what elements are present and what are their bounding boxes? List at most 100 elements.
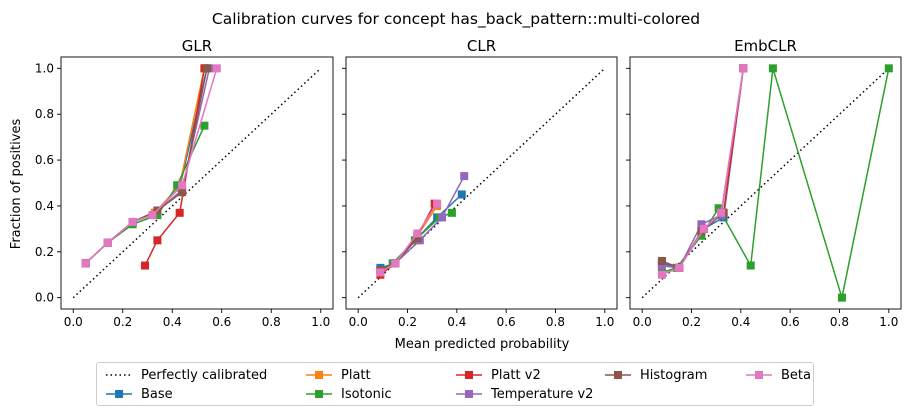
x-tick-label: 1.0: [879, 315, 898, 329]
legend-item-base: Base: [105, 385, 173, 403]
legend: Perfectly calibrated Base Platt Isotonic Pla…: [96, 362, 814, 406]
figure-title: Calibration curves for concept has_back_…: [212, 10, 700, 29]
series-temperature-v2: [657, 64, 748, 272]
panel-title: CLR: [467, 37, 496, 55]
data-point: [457, 190, 466, 199]
data-point: [675, 263, 684, 272]
series-temperature-v2: [81, 64, 214, 268]
x-tick-label: 0.4: [163, 315, 182, 329]
legend-swatch: [456, 371, 482, 379]
data-point: [202, 64, 211, 73]
data-point: [460, 172, 469, 181]
x-tick-label: 0.0: [349, 315, 368, 329]
data-point: [717, 208, 726, 217]
x-tick-label: 1.0: [311, 315, 330, 329]
legend-item-platt-v2: Platt v2: [455, 366, 541, 384]
legend-swatch: [106, 390, 132, 398]
data-point: [657, 270, 666, 279]
x-tick-label: 0.8: [262, 315, 281, 329]
data-point: [433, 199, 442, 208]
y-tick-label: 1.0: [35, 61, 54, 75]
calibration-figure: Calibration curves for concept has_back_…: [9, 10, 902, 352]
data-point: [884, 64, 893, 73]
data-point: [746, 261, 755, 270]
data-point: [148, 211, 157, 220]
panel-glr: GLR 0.0 0.2 0.4 0.6 0.8 1.0 0.0 0.2 0.4 0.6 0.8 1.0: [35, 37, 334, 329]
data-point: [714, 204, 723, 213]
legend-swatch: [306, 390, 332, 398]
y-tick-label: 0.4: [35, 199, 54, 213]
x-tick-label: 0.4: [447, 315, 466, 329]
data-point: [697, 220, 706, 229]
x-tick-label: 0.2: [113, 315, 132, 329]
x-tick-label: 0.6: [781, 315, 800, 329]
series-line: [85, 68, 218, 264]
series-line: [661, 68, 745, 276]
x-tick-label: 0.2: [398, 315, 417, 329]
data-point: [175, 208, 184, 217]
data-point: [391, 259, 400, 268]
legend-item-beta: Beta: [745, 366, 811, 384]
legend-item-isotonic: Isotonic: [305, 385, 392, 403]
data-point: [173, 181, 182, 190]
data-point: [697, 231, 706, 240]
legend-swatch: [746, 371, 772, 379]
x-tick-label: 0.6: [212, 315, 231, 329]
legend-swatch: [306, 371, 332, 379]
legend-item-platt: Platt: [305, 366, 371, 384]
series-beta: [376, 199, 442, 277]
data-point: [699, 224, 708, 233]
series-line: [380, 203, 438, 274]
x-tick-label: 0.4: [731, 315, 750, 329]
series-isotonic: [657, 64, 893, 302]
series-beta: [657, 64, 748, 279]
data-point: [103, 238, 112, 247]
data-point: [657, 256, 666, 265]
data-point: [178, 188, 187, 197]
series-base: [657, 64, 748, 272]
legend-label: Isotonic: [341, 386, 392, 402]
legend-label: Beta: [781, 367, 811, 383]
data-point: [438, 213, 447, 222]
series-line: [661, 68, 890, 298]
data-point: [739, 64, 748, 73]
panel-embclr: EmbCLR 0.0 0.2 0.4 0.6 0.8 1.0: [626, 37, 902, 329]
series-histogram: [81, 64, 211, 268]
data-point: [200, 121, 209, 130]
panel-title: EmbCLR: [734, 37, 797, 55]
x-tick-label: 0.2: [682, 315, 701, 329]
series-histogram: [376, 234, 422, 275]
x-tick-label: 0.6: [497, 315, 516, 329]
perfect-calibration-line: [641, 67, 890, 299]
legend-swatch: [106, 374, 132, 376]
data-point: [413, 229, 422, 238]
y-tick-label: 0.2: [35, 245, 54, 259]
y-axis-label: Fraction of positives: [9, 119, 24, 250]
x-tick-label: 0.0: [633, 315, 652, 329]
panel-clr: CLR 0.0 0.2 0.4 0.6 0.8 1.0: [342, 37, 618, 329]
series-line: [380, 175, 465, 271]
series-beta: [81, 64, 221, 268]
x-axis-label: Mean predicted probability: [395, 337, 570, 352]
data-point: [141, 261, 150, 270]
data-point: [81, 259, 90, 268]
legend-swatch: [605, 371, 631, 379]
legend-label: Temperature v2: [491, 386, 594, 402]
data-point: [768, 64, 777, 73]
y-tick-label: 0.8: [35, 107, 54, 121]
legend-item-perfectly-calibrated: Perfectly calibrated: [105, 366, 267, 384]
data-point: [837, 293, 846, 302]
legend-item-histogram: Histogram: [604, 366, 707, 384]
x-tick-label: 1.0: [595, 315, 614, 329]
data-point: [128, 217, 137, 226]
axes-frame: [345, 56, 618, 310]
axes-frame: [60, 56, 334, 310]
data-point: [153, 211, 162, 220]
data-point: [413, 234, 422, 243]
series-line: [85, 68, 208, 264]
panel-title: GLR: [182, 37, 212, 55]
legend-swatch: [456, 390, 482, 398]
data-point: [657, 261, 666, 270]
legend-item-temperature-v2: Temperature v2: [455, 385, 593, 403]
series-line: [85, 125, 206, 264]
